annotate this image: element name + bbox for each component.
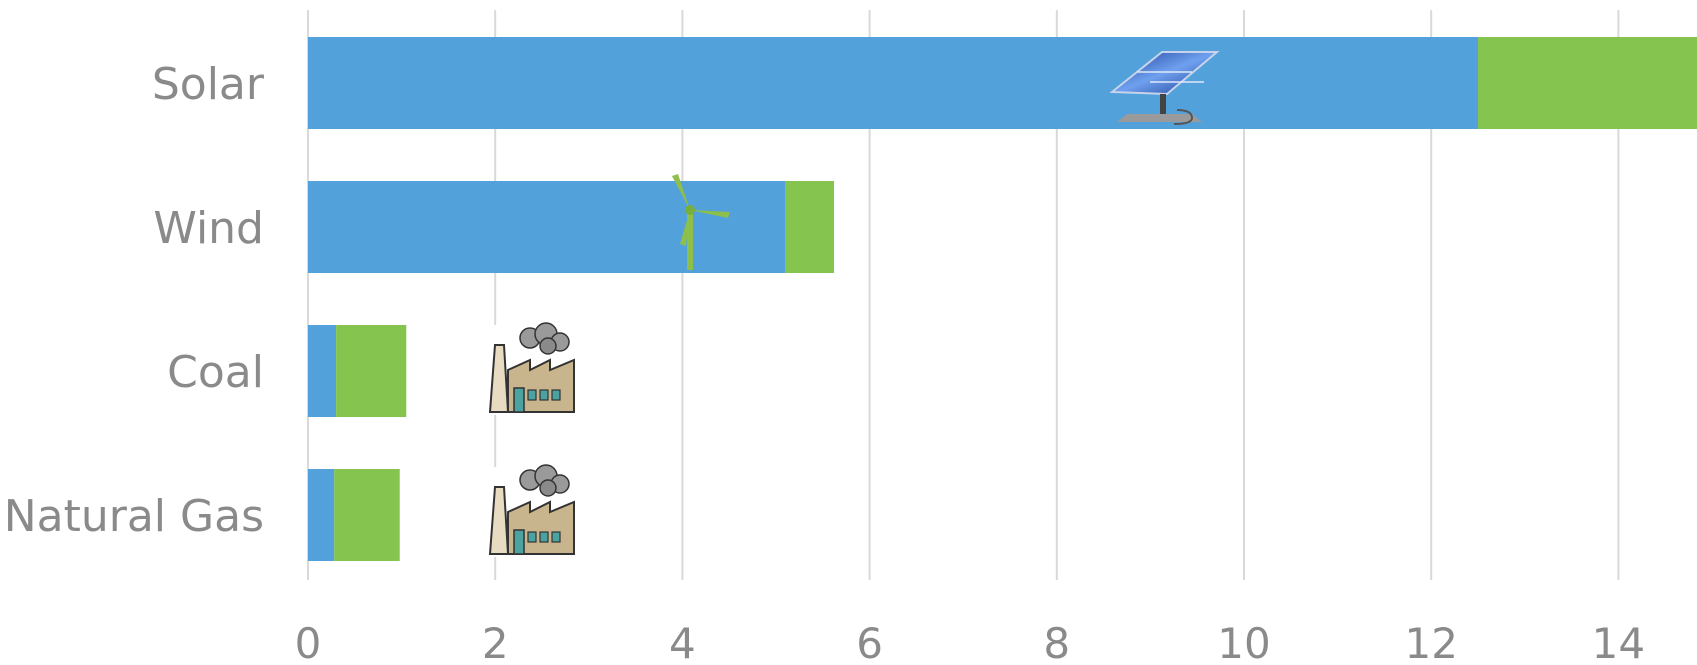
x-tick-label-7: 14 bbox=[1592, 619, 1645, 665]
category-labels: Solar Wind Coal Natural Gas bbox=[4, 59, 265, 542]
category-label-3: Natural Gas bbox=[4, 491, 264, 542]
bar-wind-seg-1 bbox=[785, 181, 835, 273]
x-tick-labels: 0 2 4 6 8 10 12 14 bbox=[295, 619, 1645, 665]
bar-natural-gas-seg-0 bbox=[308, 469, 335, 561]
bar-solar-seg-1 bbox=[1478, 37, 1697, 129]
category-label-1: Wind bbox=[153, 203, 264, 254]
icons bbox=[488, 51, 1220, 557]
x-tick-label-0: 0 bbox=[295, 619, 322, 665]
x-tick-label-6: 12 bbox=[1404, 619, 1457, 665]
bars bbox=[308, 37, 1697, 561]
x-tick-label-1: 2 bbox=[482, 619, 509, 665]
wind-turbine-icon bbox=[672, 174, 730, 270]
factory-icon bbox=[488, 464, 576, 557]
category-label-0: Solar bbox=[152, 59, 265, 110]
x-tick-label-5: 10 bbox=[1217, 619, 1270, 665]
factory-icon bbox=[488, 322, 576, 415]
solar-panel-icon bbox=[1109, 51, 1220, 125]
x-tick-label-4: 8 bbox=[1043, 619, 1070, 665]
bar-wind-seg-0 bbox=[308, 181, 786, 273]
bar-solar-seg-0 bbox=[308, 37, 1478, 129]
bar-coal-seg-0 bbox=[308, 325, 337, 417]
x-tick-label-2: 4 bbox=[669, 619, 696, 665]
category-label-2: Coal bbox=[167, 347, 264, 398]
bar-coal-seg-1 bbox=[336, 325, 407, 417]
x-tick-label-3: 6 bbox=[856, 619, 883, 665]
bar-natural-gas-seg-1 bbox=[334, 469, 400, 561]
